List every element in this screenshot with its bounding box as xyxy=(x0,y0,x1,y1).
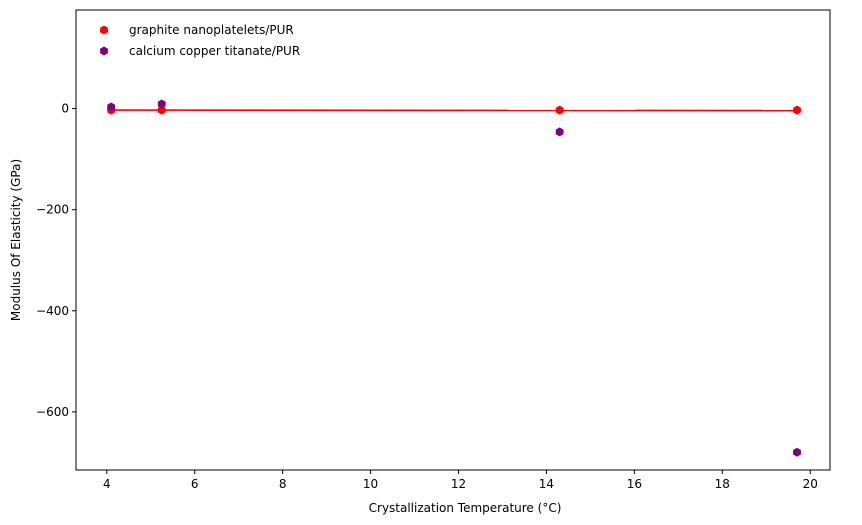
y-tick-label: −200 xyxy=(36,203,69,217)
legend-label: calcium copper titanate/PUR xyxy=(129,44,300,58)
y-tick-label: −600 xyxy=(36,405,69,419)
x-axis: 4 6 8 10 12 14 16 18 20 xyxy=(103,470,818,491)
data-point-calcium xyxy=(555,127,564,137)
data-point-calcium xyxy=(157,99,166,109)
data-point-graphite xyxy=(157,105,166,115)
y-axis-label: Modulus Of Elasticity (GPa) xyxy=(9,159,23,321)
data-point-graphite xyxy=(793,105,801,115)
data-point-calcium xyxy=(107,102,116,112)
x-tick-label: 14 xyxy=(539,477,554,491)
legend-label: graphite nanoplatelets/PUR xyxy=(129,23,294,37)
x-tick-label: 10 xyxy=(363,477,378,491)
legend-marker xyxy=(100,46,108,56)
trend-line xyxy=(111,109,798,112)
x-tick-label: 16 xyxy=(627,477,642,491)
legend-marker xyxy=(100,25,108,35)
data-marks xyxy=(107,99,801,457)
data-point-calcium xyxy=(793,447,801,457)
x-tick-label: 8 xyxy=(279,477,287,491)
x-tick-label: 18 xyxy=(715,477,730,491)
x-tick-label: 6 xyxy=(191,477,199,491)
y-tick-label: 0 xyxy=(61,102,69,116)
legend: graphite nanoplatelets/PUR calcium copper… xyxy=(100,23,300,58)
x-tick-label: 20 xyxy=(803,477,818,491)
x-axis-label: Crystallization Temperature (°C) xyxy=(369,501,562,515)
data-point-graphite xyxy=(555,105,564,115)
x-tick-label: 12 xyxy=(451,477,466,491)
x-tick-label: 4 xyxy=(103,477,111,491)
axes-frame xyxy=(75,9,831,471)
y-tick-label: −400 xyxy=(36,304,69,318)
y-axis: 0 −200 −400 −600 xyxy=(36,102,76,419)
